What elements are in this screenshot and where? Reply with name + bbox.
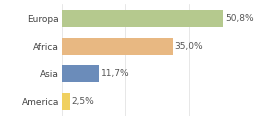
Bar bbox=[62, 10, 223, 27]
Bar bbox=[62, 38, 173, 55]
Text: 11,7%: 11,7% bbox=[101, 69, 129, 78]
Text: 2,5%: 2,5% bbox=[71, 97, 94, 106]
Text: 50,8%: 50,8% bbox=[225, 14, 254, 23]
Bar bbox=[62, 93, 69, 110]
Bar bbox=[62, 65, 99, 82]
Text: 35,0%: 35,0% bbox=[175, 42, 203, 51]
